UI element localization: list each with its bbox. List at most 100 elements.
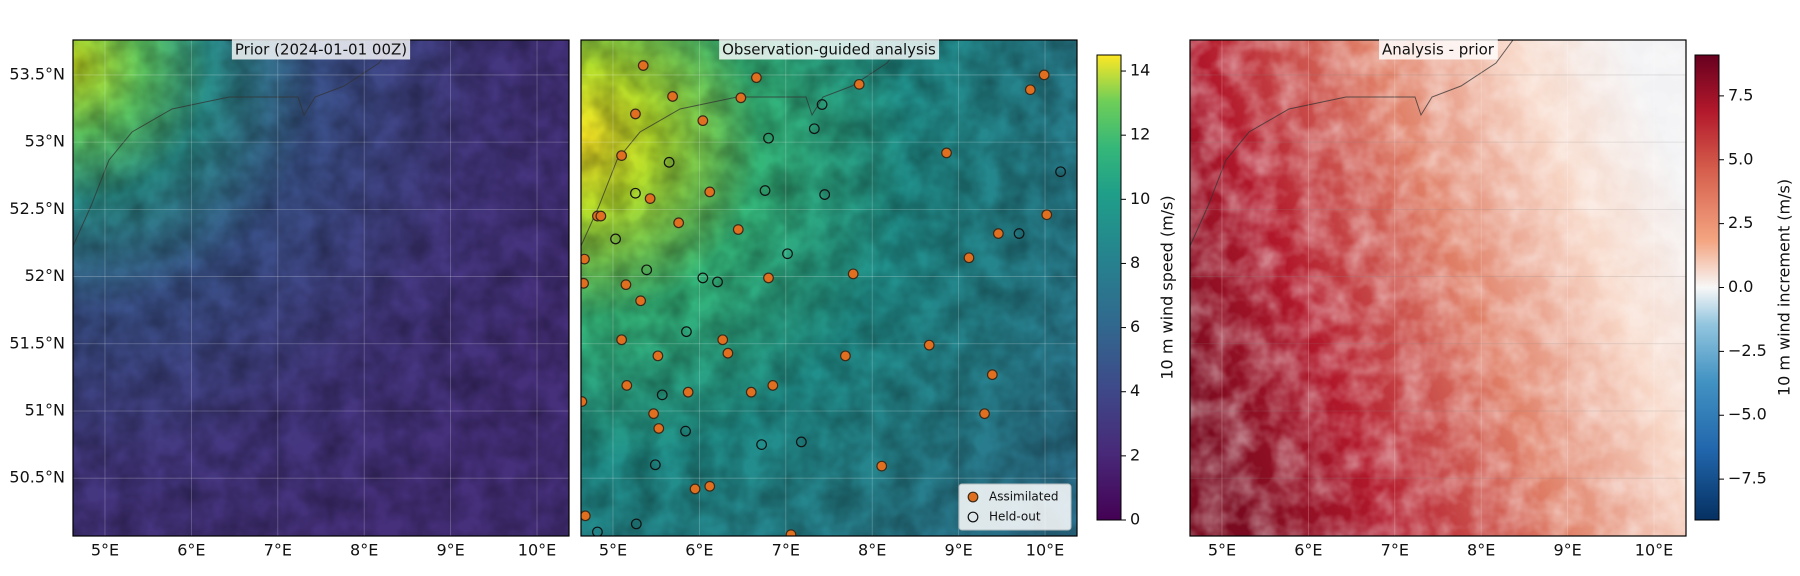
station-point (745, 386, 757, 398)
colorbar-tick-label: 6 (1130, 317, 1140, 336)
station-point (1013, 228, 1025, 239)
station-point (689, 483, 701, 495)
map-panel (581, 40, 1077, 536)
station-point (581, 396, 588, 407)
station-point (673, 217, 685, 229)
station-point (581, 277, 589, 289)
station-point (756, 439, 767, 450)
station-point (621, 380, 633, 391)
station-point (616, 334, 628, 346)
station-point (759, 185, 771, 196)
station-point (581, 510, 591, 522)
colorbar-tick-label: 7.5 (1728, 85, 1753, 104)
station-point (986, 369, 998, 381)
colorbar-tick-label: −2.5 (1728, 341, 1767, 360)
colorbar-tick-label: 8 (1130, 253, 1140, 272)
x-tick-label: 10°E (518, 541, 556, 560)
station-point (751, 72, 762, 84)
colorbar-tick-label: 2 (1130, 445, 1140, 464)
colorbar-tick-label: 2.5 (1728, 213, 1753, 232)
station-point (656, 389, 668, 401)
station-point (697, 272, 709, 284)
title-background (231, 39, 411, 60)
x-tick-label: 6°E (177, 541, 205, 560)
station-point (819, 189, 831, 200)
station-point (782, 248, 793, 260)
y-tick-label: 53°N (25, 132, 65, 151)
station-point (763, 132, 774, 144)
station-point (704, 480, 716, 492)
station-point (616, 150, 628, 161)
x-tick-label: 5°E (91, 541, 119, 560)
panel-title-group: Observation-guided analysis (719, 39, 940, 60)
y-tick-label: 51°N (25, 400, 65, 419)
y-tick-label: 51.5°N (9, 333, 65, 352)
legend-label: Assimilated (989, 490, 1058, 504)
field-texture (581, 40, 1077, 536)
station-point (680, 425, 691, 437)
y-tick-label: 53.5°N (9, 64, 65, 83)
x-tick-label: 10°E (1026, 541, 1064, 560)
colorbar (1694, 54, 1720, 521)
colorbar-tick-label: −7.5 (1728, 469, 1767, 488)
station-point (840, 350, 851, 362)
panel-title: Prior (2024-01-01 00Z) (235, 41, 407, 59)
colorbar-label: 10 m wind increment (m/s) (1775, 179, 1794, 396)
station-point (767, 380, 779, 391)
station-point (630, 108, 641, 120)
coastline (73, 40, 397, 247)
station-point (641, 264, 653, 276)
station-point (1024, 84, 1036, 96)
station-point (1041, 209, 1053, 221)
station-point (1038, 69, 1050, 81)
x-tick-label: 10°E (1635, 541, 1673, 560)
station-point (816, 99, 828, 110)
station-point (682, 386, 694, 398)
y-tick-label: 50.5°N (9, 468, 65, 487)
legend-marker (967, 511, 979, 523)
field-texture (1190, 40, 1686, 536)
map-panel (1190, 40, 1686, 536)
y-tick-label: 52.5°N (9, 199, 65, 218)
colorbar-tick-label: −5.0 (1728, 405, 1767, 424)
station-point (637, 60, 649, 71)
station-point (963, 252, 975, 264)
x-tick-label: 9°E (944, 541, 972, 560)
y-tick-label: 52°N (25, 266, 65, 285)
station-point (795, 436, 807, 448)
station-point (620, 279, 632, 291)
panel-title: Analysis - prior (1382, 41, 1495, 59)
map-panel (73, 40, 569, 536)
station-point (847, 268, 859, 280)
coastline (1190, 40, 1514, 247)
station-point (581, 253, 590, 265)
station-point (663, 156, 675, 168)
panel-title-group: Analysis - prior (1379, 39, 1498, 60)
station-point (630, 518, 642, 530)
colorbar (1096, 54, 1122, 521)
colorbar-tick-label: 0 (1130, 510, 1140, 529)
station-point (635, 295, 647, 307)
x-tick-label: 9°E (436, 541, 464, 560)
station-point (592, 526, 603, 536)
station-point (667, 91, 678, 102)
legend-label: Held-out (989, 510, 1041, 524)
station-point (652, 350, 664, 362)
station-point (595, 210, 607, 222)
colorbar-tick-label: 12 (1130, 125, 1150, 144)
station-point (712, 276, 723, 288)
station-point (876, 460, 888, 472)
station-point (717, 334, 729, 346)
colorbar-tick-label: 14 (1130, 61, 1150, 80)
station-point (644, 193, 656, 205)
colorbar-tick-label: 0.0 (1728, 277, 1753, 296)
x-tick-label: 8°E (858, 541, 886, 560)
station-point (808, 123, 820, 135)
title-background (1379, 39, 1498, 60)
x-tick-label: 6°E (1294, 541, 1322, 560)
station-point (941, 147, 952, 159)
station-point (681, 326, 692, 338)
x-tick-label: 8°E (350, 541, 378, 560)
x-tick-label: 8°E (1467, 541, 1495, 560)
